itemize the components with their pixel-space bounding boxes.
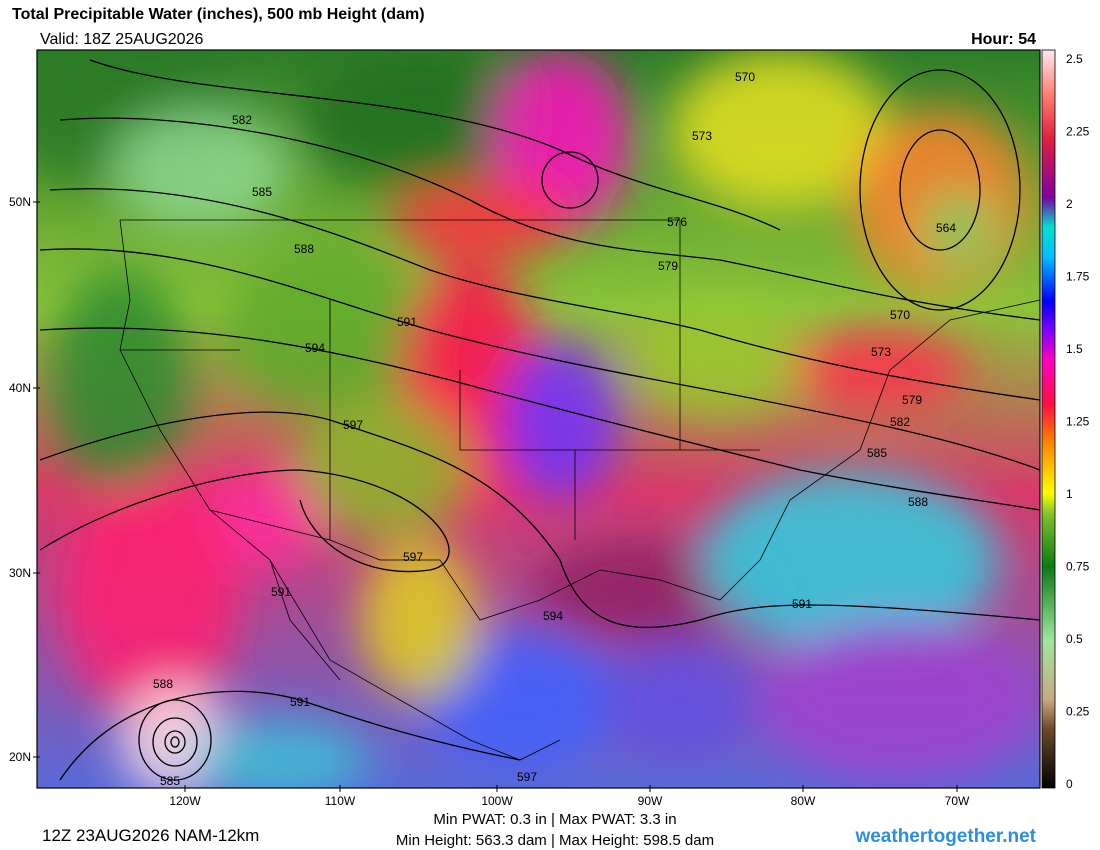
- contour-line: [39, 248, 1040, 471]
- state-lines: [120, 219, 760, 540]
- contour-label: 591: [271, 585, 291, 599]
- pwat-blob: [920, 190, 1000, 270]
- contour-line: [138, 699, 212, 781]
- pwat-blob: [60, 480, 240, 720]
- contour-line: [164, 730, 186, 754]
- pwat-blob: [490, 50, 630, 230]
- contour-line: [59, 690, 521, 781]
- pwat-blob: [50, 270, 190, 490]
- lon-label: 110W: [325, 794, 356, 808]
- forecast-hour: Hour: 54: [971, 31, 1036, 48]
- contour-labels: 570 582 573 585 576 564 588 579 570 591 594 573 579 5…: [153, 70, 956, 788]
- axis-labels: 50N 40N 30N 20N 120W 110W 100W 90W 80W 70W: [9, 195, 970, 808]
- contour-line: [59, 117, 1040, 321]
- contour-line: [541, 151, 599, 209]
- pwat-shading: [37, 50, 1040, 788]
- height-stats: Min Height: 563.3 dam | Max Height: 598.…: [396, 832, 714, 849]
- pwat-blob: [600, 640, 760, 760]
- colorbar: [1041, 49, 1056, 789]
- pwat-blob: [300, 50, 540, 190]
- contour-label: 579: [658, 259, 678, 273]
- contour-line: [49, 188, 1040, 401]
- map-field: 570 582 573 585 576 564 588 579 570 591 594 573 579 5…: [37, 50, 1040, 788]
- pwat-blob: [190, 720, 370, 788]
- pwat-blob: [290, 400, 470, 540]
- contour-label: 585: [867, 446, 887, 460]
- height-contours: [39, 59, 1040, 781]
- contour-label: 573: [871, 345, 891, 359]
- pwat-blob: [420, 630, 620, 770]
- contour-line: [170, 736, 180, 748]
- pwat-blob: [670, 50, 890, 210]
- contour-label: 579: [902, 393, 922, 407]
- pwat-blob: [360, 540, 480, 700]
- lon-label: 70W: [945, 794, 970, 808]
- contour-label: 591: [792, 597, 812, 611]
- lon-label: 90W: [638, 794, 663, 808]
- contour-label: 585: [252, 185, 272, 199]
- pwat-stats: Min PWAT: 0.3 in | Max PWAT: 3.3 in: [433, 811, 676, 828]
- colorbar-tick-label: 0: [1066, 777, 1073, 791]
- contour-label: 588: [153, 677, 173, 691]
- colorbar-ticks: 2.5 2.25 2 1.75 1.5 1.25 1 0.75 0.5 0.25 0: [1066, 52, 1090, 791]
- contour-line: [859, 69, 1021, 311]
- lon-label: 80W: [791, 794, 816, 808]
- contour-line: [39, 469, 450, 573]
- lat-label: 30N: [9, 566, 31, 580]
- colorbar-tick-label: 0.25: [1066, 705, 1090, 719]
- contour-label: 597: [343, 418, 363, 432]
- contour-line: [89, 59, 781, 231]
- contour-label: 597: [403, 550, 423, 564]
- pwat-blob: [110, 110, 290, 230]
- contour-label: 588: [294, 242, 314, 256]
- contour-label: 591: [397, 315, 417, 329]
- contour-line: [39, 327, 1040, 511]
- pwat-blob: [760, 620, 1040, 780]
- map-frame: [36, 49, 1041, 789]
- contour-line: [39, 411, 1040, 628]
- lat-label: 50N: [9, 195, 31, 209]
- contour-label: 570: [890, 308, 910, 322]
- coastline: [119, 219, 1040, 621]
- map-title: Total Precipitable Water (inches), 500 m…: [12, 6, 425, 23]
- contour-label: 570: [735, 70, 755, 84]
- lat-label: 40N: [9, 381, 31, 395]
- contour-line: [152, 717, 198, 767]
- colorbar-tick-label: 2.25: [1066, 125, 1090, 139]
- pwat-blob: [500, 340, 620, 500]
- lon-label: 120W: [169, 794, 201, 808]
- lat-label: 20N: [9, 750, 31, 764]
- contour-label: 564: [936, 221, 956, 235]
- boundaries: [119, 219, 1040, 761]
- pwat-blob: [700, 470, 1000, 650]
- contour-label: 576: [667, 215, 687, 229]
- contour-label: 594: [305, 341, 325, 355]
- contour-label: 573: [692, 129, 712, 143]
- pwat-blob: [200, 470, 320, 570]
- colorbar-tick-label: 2: [1066, 197, 1073, 211]
- pwat-blob: [790, 330, 970, 410]
- contour-label: 597: [517, 770, 537, 784]
- site-link[interactable]: weathertogether.net: [854, 826, 1036, 847]
- coastline: [209, 509, 561, 761]
- colorbar-tick-label: 1.25: [1066, 415, 1090, 429]
- contour-label: 582: [232, 113, 252, 127]
- lon-label: 100W: [481, 794, 513, 808]
- colorbar-tick-label: 1: [1066, 487, 1073, 501]
- colorbar-tick-label: 0.75: [1066, 560, 1090, 574]
- valid-time: Valid: 18Z 25AUG2026: [40, 31, 203, 48]
- contour-label: 582: [890, 415, 910, 429]
- contour-label: 594: [543, 609, 563, 623]
- contour-label: 585: [160, 774, 180, 788]
- colorbar-tick-label: 1.75: [1066, 270, 1090, 284]
- contour-label: 588: [908, 495, 928, 509]
- colorbar-tick-label: 0.5: [1066, 632, 1083, 646]
- colorbar-tick-label: 1.5: [1066, 342, 1083, 356]
- pwat-blob: [630, 300, 810, 420]
- contour-label: 591: [290, 695, 310, 709]
- model-run: 12Z 23AUG2026 NAM-12km: [42, 826, 259, 845]
- colorbar-tick-label: 2.5: [1066, 52, 1083, 66]
- contour-line: [899, 129, 981, 251]
